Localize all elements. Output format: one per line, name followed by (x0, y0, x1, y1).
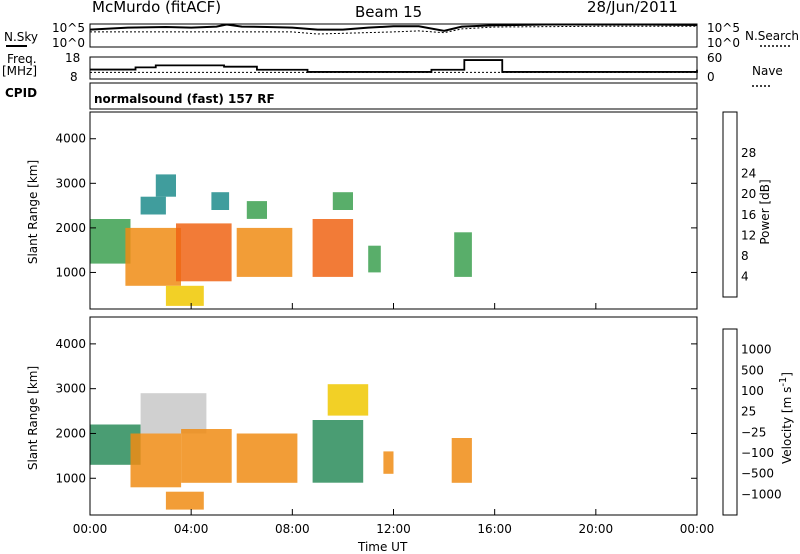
noise-left-label: N.Sky (4, 30, 39, 44)
freq-left-label-1: Freq. (7, 52, 37, 66)
power-echo-region (176, 223, 232, 282)
freq-tick-top: 18 (65, 51, 81, 65)
power-y-tick-label: 3000 (55, 176, 86, 190)
power-echo-region (155, 174, 176, 197)
power-y-tick-label: 2000 (55, 221, 86, 235)
power-colorbar-tick-label: 20 (741, 187, 756, 201)
x-tick-label: 00:00 (73, 522, 108, 536)
power-echo-region (236, 227, 293, 277)
x-tick-label: 00:00 (680, 522, 715, 536)
velocity-y-tick-label: 3000 (55, 382, 86, 396)
velocity-y-tick-label: 4000 (55, 337, 86, 351)
noise-series-0 (89, 23, 698, 32)
x-tick-label: 20:00 (579, 522, 614, 536)
freq-series-line (90, 59, 698, 73)
power-colorbar-tick-label: 12 (741, 228, 756, 242)
x-tick-label: 08:00 (275, 522, 310, 536)
nave-tick-bottom: 0 (707, 70, 715, 84)
x-axis-title: Time UT (358, 540, 408, 554)
power-echo-region (454, 232, 472, 277)
noise-right-tick-bottom: 10^0 (707, 36, 740, 50)
power-y-axis-title: Slant Range [km] (26, 159, 40, 265)
noise-panel-frame (89, 23, 698, 48)
date-title: 28/Jun/2011 (587, 0, 678, 16)
power-echo-region (140, 196, 166, 215)
nave-label: Nave (752, 64, 783, 78)
noise-series-1 (90, 25, 697, 35)
velocity-echo-region (130, 433, 182, 488)
velocity-echo-region (181, 429, 232, 483)
power-echo-region (90, 219, 131, 264)
power-y-tick-label: 4000 (55, 132, 86, 146)
beam-title: Beam 15 (355, 3, 423, 21)
velocity-colorbar-frame (722, 328, 738, 516)
velocity-colorbar-tick-label: 1000 (741, 343, 772, 357)
power-colorbar-title: Power [dB] (758, 179, 772, 245)
velocity-echo-region (327, 384, 369, 416)
noise-right-tick-top: 10^5 (707, 21, 740, 35)
velocity-echo-region (383, 451, 394, 474)
noise-right-label: N.Search (745, 29, 800, 43)
velocity-colorbar-tick-label: −100 (741, 446, 774, 460)
power-echo-region (246, 201, 267, 219)
velocity-echo-region (236, 433, 298, 483)
power-colorbar-tick-label: 8 (741, 249, 749, 263)
power-echo-region (332, 192, 353, 210)
power-echo-region (368, 245, 381, 273)
velocity-echo-region (451, 438, 472, 483)
power-echo-region (125, 227, 181, 286)
nave-tick-top: 60 (707, 51, 723, 65)
power-colorbar-tick-label: 28 (741, 146, 756, 160)
x-tick-label: 16:00 (477, 522, 512, 536)
velocity-colorbar-tick-label: −1000 (741, 487, 782, 501)
noise-tick-bottom: 10^0 (52, 36, 85, 50)
velocity-echo-region (312, 420, 364, 483)
cpid-label: CPID (5, 86, 38, 100)
noise-tick-top: 10^5 (52, 21, 85, 35)
power-echo-region (165, 285, 204, 306)
velocity-colorbar-tick-label: 100 (741, 384, 764, 398)
freq-panel-frame (89, 56, 698, 80)
power-y-tick-label: 1000 (55, 265, 86, 279)
power-colorbar-frame (722, 111, 738, 298)
velocity-colorbar-title: Velocity [m s-1] (778, 372, 794, 464)
x-tick-label: 12:00 (376, 522, 411, 536)
velocity-y-tick-label: 1000 (55, 471, 86, 485)
velocity-y-axis-title: Slant Range [km] (26, 365, 40, 471)
freq-tick-bottom: 8 (70, 70, 78, 84)
velocity-echo-region (140, 393, 207, 434)
velocity-colorbar-tick-label: −500 (741, 467, 774, 481)
power-colorbar-tick-label: 4 (741, 269, 749, 283)
cpid-panel-frame (89, 82, 698, 110)
velocity-colorbar-tick-label: 25 (741, 405, 756, 419)
power-colorbar-tick-label: 16 (741, 208, 756, 222)
velocity-colorbar-tick-label: 500 (741, 363, 764, 377)
velocity-colorbar-tick-label: −25 (741, 425, 766, 439)
power-echo-region (211, 192, 230, 210)
velocity-y-tick-label: 2000 (55, 426, 86, 440)
velocity-echo-region (165, 491, 204, 510)
freq-left-label-2: [MHz] (2, 64, 38, 78)
cpid-mode: normalsound (fast) 157 RF (94, 92, 275, 106)
x-tick-label: 04:00 (174, 522, 209, 536)
power-echo-region (312, 219, 354, 277)
power-colorbar-tick-label: 24 (741, 167, 756, 181)
station-title: McMurdo (fitACF) (92, 0, 222, 16)
